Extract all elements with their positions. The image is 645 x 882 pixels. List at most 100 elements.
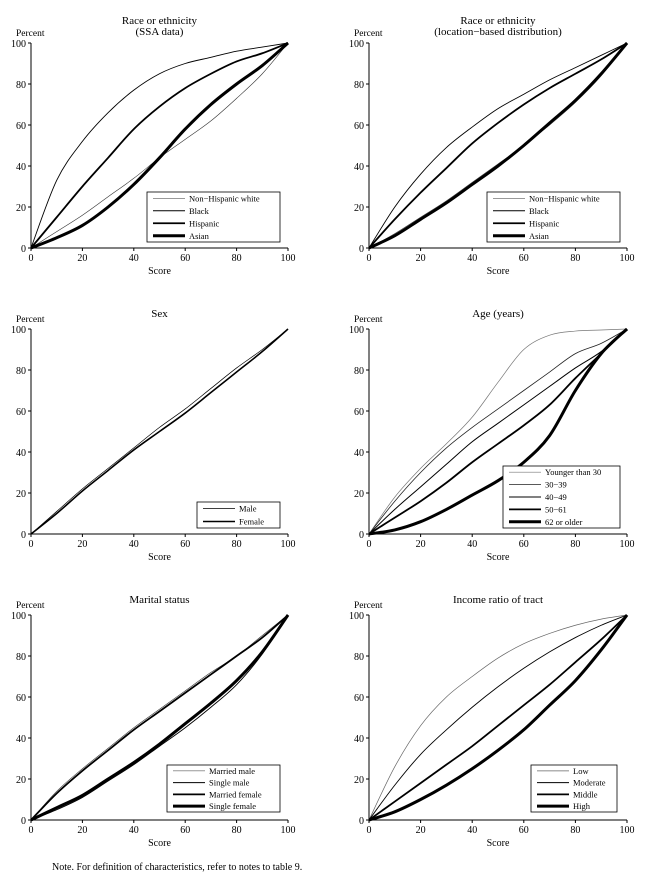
x-axis-label: Score	[487, 838, 510, 849]
chart-title: Sex	[151, 308, 168, 320]
legend-label: Non−Hispanic white	[189, 193, 260, 203]
x-tick-label: 100	[620, 253, 635, 264]
x-tick-label: 40	[129, 825, 139, 836]
legend-box	[486, 191, 621, 243]
y-tick-label: 20	[354, 203, 364, 214]
y-tick-label: 0	[359, 244, 364, 255]
x-tick-label: 80	[232, 825, 242, 836]
y-tick-label: 0	[359, 530, 364, 541]
y-tick-label: 100	[349, 39, 364, 50]
legend: Male Female	[196, 501, 281, 529]
x-tick-label: 20	[77, 825, 87, 836]
x-axis-label: Score	[487, 266, 510, 277]
legend-label: Middle	[573, 789, 598, 799]
legend-label: 50−61	[545, 504, 567, 514]
legend-label: Younger than 30	[545, 467, 601, 477]
y-tick-label: 80	[16, 366, 26, 377]
legend-box	[146, 191, 281, 243]
x-tick-label: 100	[620, 825, 635, 836]
legend-label: 62 or older	[545, 517, 582, 527]
x-tick-label: 20	[77, 539, 87, 550]
footnote: Note. For definition of characteristics,…	[52, 862, 303, 873]
y-tick-label: 80	[354, 652, 364, 663]
x-tick-label: 0	[367, 539, 372, 550]
chart-title: Race or ethnicity	[122, 15, 198, 27]
legend-label: Moderate	[573, 778, 606, 788]
y-tick-label: 80	[354, 80, 364, 91]
x-tick-label: 20	[416, 825, 426, 836]
x-tick-label: 40	[467, 825, 477, 836]
y-axis-label: Percent	[16, 315, 45, 325]
chart-panel-2: Race or ethnicity(location−based distrib…	[349, 15, 635, 277]
y-tick-label: 20	[16, 775, 26, 786]
legend: Younger than 30 30−39 40−49 50−61 62 or olde…	[502, 465, 621, 529]
chart-title: Marital status	[129, 594, 189, 606]
y-tick-label: 80	[354, 366, 364, 377]
y-tick-label: 60	[16, 121, 26, 132]
series-line	[368, 614, 629, 822]
series-line	[30, 614, 289, 821]
legend: Non−Hispanic white Black Hispanic Asian	[486, 191, 621, 243]
series-line	[368, 328, 628, 535]
x-tick-label: 40	[129, 253, 139, 264]
series-line	[368, 328, 628, 535]
y-tick-label: 40	[354, 162, 364, 173]
x-tick-label: 40	[467, 253, 477, 264]
series-line	[368, 614, 628, 821]
y-tick-label: 20	[16, 489, 26, 500]
y-tick-label: 60	[16, 407, 26, 418]
x-tick-label: 20	[77, 253, 87, 264]
series-line	[368, 328, 628, 535]
series-line	[30, 614, 290, 822]
chart-title: (location−based distribution)	[434, 26, 562, 38]
y-tick-label: 100	[349, 325, 364, 336]
x-tick-label: 60	[180, 253, 190, 264]
x-axis-label: Score	[487, 552, 510, 563]
y-tick-label: 100	[11, 39, 26, 50]
series-line	[30, 614, 289, 821]
series-line	[368, 42, 628, 249]
y-tick-label: 40	[354, 448, 364, 459]
x-tick-label: 60	[519, 825, 529, 836]
legend-label: Married male	[209, 766, 255, 776]
y-tick-label: 40	[16, 162, 26, 173]
legend-box	[530, 764, 618, 813]
x-axis-label: Score	[148, 266, 171, 277]
series-line	[30, 42, 289, 249]
y-tick-label: 60	[354, 121, 364, 132]
legend-label: Married female	[209, 789, 262, 799]
y-tick-label: 20	[354, 489, 364, 500]
x-tick-label: 40	[129, 539, 139, 550]
series-line	[30, 328, 289, 535]
y-tick-label: 60	[16, 693, 26, 704]
series-line	[368, 328, 628, 535]
legend-box	[196, 501, 281, 529]
legend-label: Low	[573, 766, 589, 776]
x-tick-label: 60	[180, 539, 190, 550]
x-tick-label: 20	[416, 253, 426, 264]
x-tick-label: 0	[367, 253, 372, 264]
legend-label: 30−39	[545, 480, 567, 490]
y-tick-label: 0	[21, 530, 26, 541]
legend-label: Black	[529, 206, 550, 216]
legend: Non−Hispanic white Black Hispanic Asian	[146, 191, 281, 243]
y-tick-label: 0	[359, 816, 364, 827]
chart-title: Age (years)	[472, 308, 524, 320]
y-tick-label: 40	[16, 734, 26, 745]
legend-label: Female	[239, 517, 264, 527]
y-axis-label: Percent	[354, 315, 383, 325]
legend-label: Asian	[529, 231, 550, 241]
chart-title: (SSA data)	[136, 26, 184, 38]
y-tick-label: 20	[354, 775, 364, 786]
legend-label: Male	[239, 504, 257, 514]
x-axis-label: Score	[148, 838, 171, 849]
y-tick-label: 100	[349, 611, 364, 622]
chart-panel-1: Race or ethnicity(SSA data) Percent Score 0…	[11, 15, 296, 277]
series-line	[368, 327, 629, 536]
x-tick-label: 80	[570, 253, 580, 264]
y-tick-label: 40	[354, 734, 364, 745]
legend-label: Black	[189, 206, 210, 216]
series-line	[368, 614, 628, 821]
legend-label: Hispanic	[189, 218, 219, 228]
